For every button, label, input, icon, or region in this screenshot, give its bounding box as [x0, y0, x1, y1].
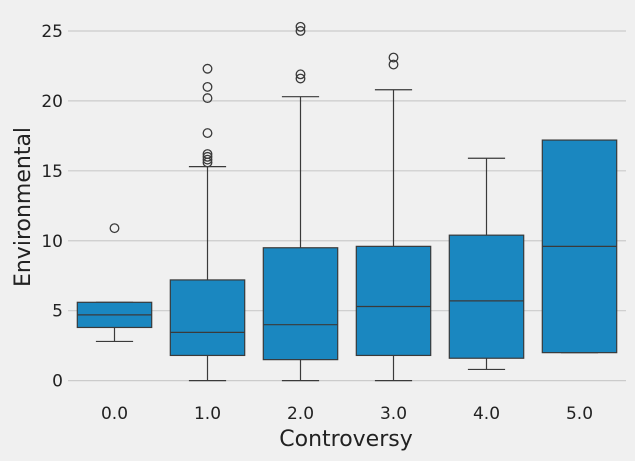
outlier-point	[202, 154, 213, 165]
y-axis-label: Environmental	[11, 127, 36, 287]
outlier-point	[202, 63, 213, 74]
grid-lines	[68, 30, 626, 382]
y-axis-ticks: 0 5 10 15 20 25	[41, 22, 63, 392]
y-tick-label-10: 10	[41, 232, 63, 252]
x-axis-ticks: 0.0 1.0 2.0 3.0 4.0 5.0	[101, 404, 593, 424]
y-tick-label-25: 25	[41, 22, 63, 42]
x-tick-label-5.0: 5.0	[566, 404, 593, 424]
box-1.0	[169, 63, 246, 382]
x-tick-label-0.0: 0.0	[101, 404, 128, 424]
outlier-point	[295, 73, 306, 84]
outlier-point	[202, 93, 213, 104]
x-tick-label-1.0: 1.0	[194, 404, 221, 424]
outlier-point	[295, 26, 306, 36]
box-iqr	[169, 279, 246, 357]
outlier-point	[202, 149, 213, 160]
box-4.0	[448, 157, 525, 371]
y-tick-label-5: 5	[52, 302, 63, 322]
y-tick-label-15: 15	[41, 162, 63, 182]
box-iqr	[448, 234, 525, 359]
x-tick-label-4.0: 4.0	[473, 404, 500, 424]
box-0.0	[76, 223, 153, 343]
outlier-point	[202, 81, 213, 92]
x-axis-label: Controversy	[279, 427, 413, 452]
box-iqr	[355, 245, 432, 357]
box-2.0	[262, 21, 339, 382]
outlier-point	[202, 128, 213, 139]
outlier-point	[295, 69, 306, 80]
x-tick-label-3.0: 3.0	[380, 404, 407, 424]
y-tick-label-0: 0	[52, 372, 63, 392]
box-3.0	[355, 52, 432, 382]
outlier-point	[202, 151, 213, 162]
outlier-point	[388, 52, 399, 63]
outlier-point	[295, 21, 306, 32]
outlier-point	[109, 223, 120, 234]
outlier-point	[388, 59, 399, 70]
y-tick-label-20: 20	[41, 92, 63, 112]
box-iqr	[262, 247, 339, 361]
box-5.0	[541, 139, 618, 354]
x-tick-label-2.0: 2.0	[287, 404, 314, 424]
box-series	[76, 21, 618, 382]
